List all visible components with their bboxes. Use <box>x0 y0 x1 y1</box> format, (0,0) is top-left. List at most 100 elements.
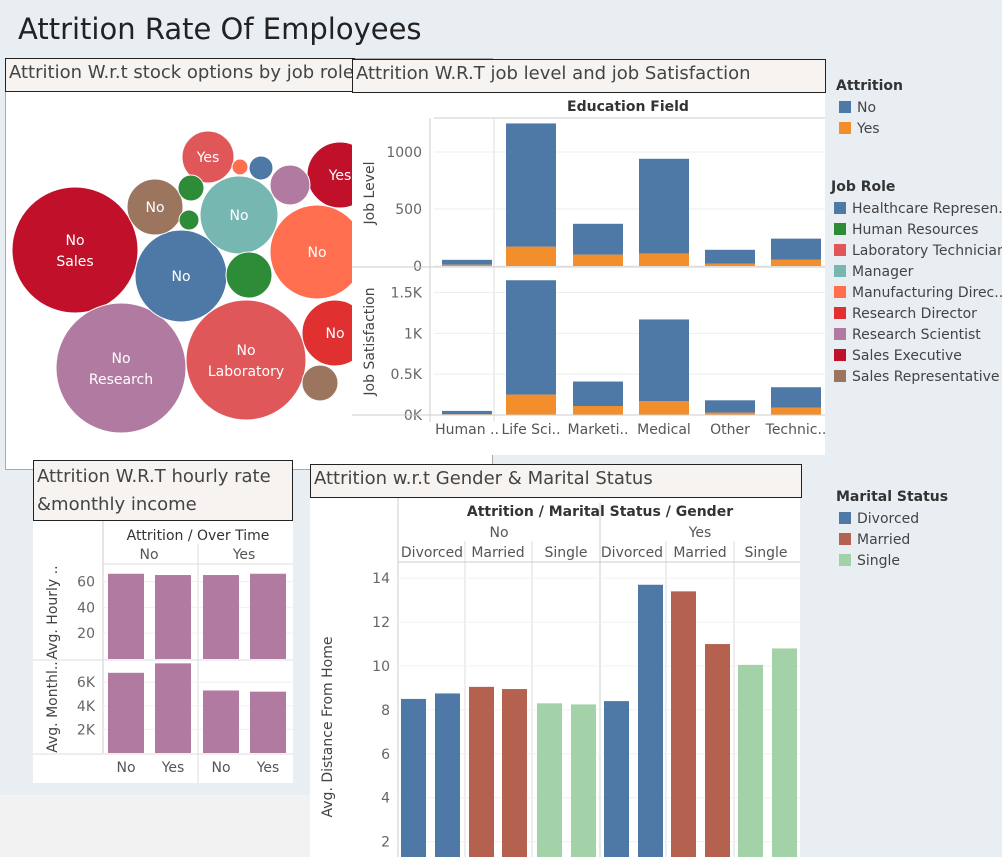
jobrole-legend-title: Job Role <box>831 179 896 195</box>
jobrole-legend-item[interactable]: Healthcare Represen.. <box>834 201 1002 217</box>
bar <box>571 704 596 857</box>
page-title: Attrition Rate Of Employees <box>18 12 422 46</box>
bubble-label: Sales <box>56 254 93 270</box>
bar-segment <box>506 280 556 395</box>
bar <box>435 693 460 857</box>
jobrole-legend-item[interactable]: Manager <box>834 264 913 280</box>
jobrole-legend-label: Sales Executive <box>852 348 962 364</box>
y-tick-label: 12 <box>372 615 390 631</box>
bubble <box>269 204 353 300</box>
attrition-legend-item[interactable]: Yes <box>839 121 880 137</box>
jobrole-legend-swatch <box>834 223 846 235</box>
x-tick-label: Yes <box>256 760 280 776</box>
attrition-legend-swatch <box>839 122 851 134</box>
bubble <box>301 299 353 367</box>
subgroup-label: Married <box>471 545 524 561</box>
bubble-label: Laboratory <box>208 364 284 380</box>
jobrole-legend-item[interactable]: Laboratory Technician <box>834 243 1002 259</box>
y-tick-label: 10 <box>372 659 390 675</box>
bubble <box>231 158 249 176</box>
bar-segment <box>639 158 689 254</box>
jobrole-legend-swatch <box>834 349 846 361</box>
bar <box>401 698 426 857</box>
marital-legend-item[interactable]: Single <box>839 553 900 569</box>
attrition-legend-item[interactable]: No <box>839 100 876 116</box>
marital-legend-item[interactable]: Married <box>839 532 910 548</box>
marital-legend-item[interactable]: Divorced <box>839 511 919 527</box>
x-tick-label: Life Sci.. <box>501 422 560 438</box>
jobrole-legend-label: Human Resources <box>852 222 979 238</box>
y-tick-label: 8 <box>381 703 390 719</box>
jobrole-legend-item[interactable]: Research Scientist <box>834 327 981 343</box>
y-tick-label: 60 <box>77 575 95 591</box>
marital-legend-label: Divorced <box>857 511 920 527</box>
bubble-label: No <box>171 269 190 285</box>
bar-segment <box>639 253 689 266</box>
bar-segment <box>705 263 755 266</box>
bubble <box>177 174 205 202</box>
jobrole-legend-swatch <box>834 307 846 319</box>
bubble <box>126 178 184 236</box>
jobrole-legend-item[interactable]: Manufacturing Direc.. <box>834 285 1002 301</box>
bar-segment <box>506 246 556 266</box>
y-tick-label: 4 <box>381 791 390 807</box>
bar-segment <box>771 238 821 260</box>
bar-segment <box>705 400 755 413</box>
subgroup-label: Single <box>744 545 787 561</box>
bar-segment <box>573 381 623 407</box>
x-tick-label: Marketi.. <box>568 422 629 438</box>
y-tick-label: 6K <box>77 675 96 691</box>
bar-segment <box>639 319 689 402</box>
bubble <box>178 209 200 231</box>
jobrole-legend-item[interactable]: Research Director <box>834 306 977 322</box>
bar-segment <box>573 406 623 415</box>
jobrole-legend-label: Research Director <box>852 306 977 322</box>
bubble-label: No <box>65 233 84 249</box>
bubble <box>55 302 187 434</box>
bar-segment <box>442 410 492 415</box>
jobrole-legend-item[interactable]: Sales Representative <box>834 369 1000 385</box>
y-axis-label: Avg. Distance From Home <box>320 637 336 818</box>
y-axis-label: Job Level <box>362 162 378 226</box>
bar-segment <box>442 259 492 265</box>
jobrole-legend-swatch <box>834 244 846 256</box>
bubble <box>11 186 139 314</box>
group-label: Yes <box>688 525 712 541</box>
marital-legend-label: Married <box>857 532 911 548</box>
jobrole-legend-label: Manufacturing Direc.. <box>852 285 1002 301</box>
x-tick-label: Yes <box>161 760 185 776</box>
bar <box>638 584 663 857</box>
y-tick-label: 0.5K <box>391 367 423 383</box>
y-axis-label: Avg. Hourly .. <box>45 565 61 659</box>
bubble <box>301 364 339 402</box>
bar <box>705 644 730 857</box>
jobrole-legend-item[interactable]: Sales Executive <box>834 348 962 364</box>
x-tick-label: No <box>116 760 135 776</box>
x-tick-label: No <box>211 760 230 776</box>
bar-segment <box>506 394 556 415</box>
bar <box>469 686 494 857</box>
jobrole-legend-label: Research Scientist <box>852 327 981 343</box>
jobrole-legend-item[interactable]: Human Resources <box>834 222 978 238</box>
attrition-legend-swatch <box>839 101 851 113</box>
jobrole-legend-swatch <box>834 286 846 298</box>
bar <box>772 648 797 857</box>
attrition-legend-label: Yes <box>857 121 880 137</box>
y-tick-label: 14 <box>372 571 390 587</box>
jobrole-legend-swatch <box>834 370 846 382</box>
bubble-label: No <box>236 343 255 359</box>
bottom-strip <box>0 795 310 857</box>
hourly-panel-title: Attrition W.R.T hourly rate &monthly inc… <box>33 460 293 521</box>
bubble-chart: No Sales No Research No Laboratory No No No No No Y… <box>11 130 353 434</box>
bar-segment <box>506 123 556 247</box>
subgroup-label: Single <box>544 545 587 561</box>
marital-legend-swatch <box>839 533 851 545</box>
bar <box>604 701 629 857</box>
y-axis-label: Avg. Monthl.. <box>45 661 61 753</box>
subgroup-label: Divorced <box>601 545 663 561</box>
bubble <box>225 251 273 299</box>
bar <box>203 690 239 753</box>
bubble-label: Yes <box>196 150 220 166</box>
jobrole-legend-swatch <box>834 265 846 277</box>
